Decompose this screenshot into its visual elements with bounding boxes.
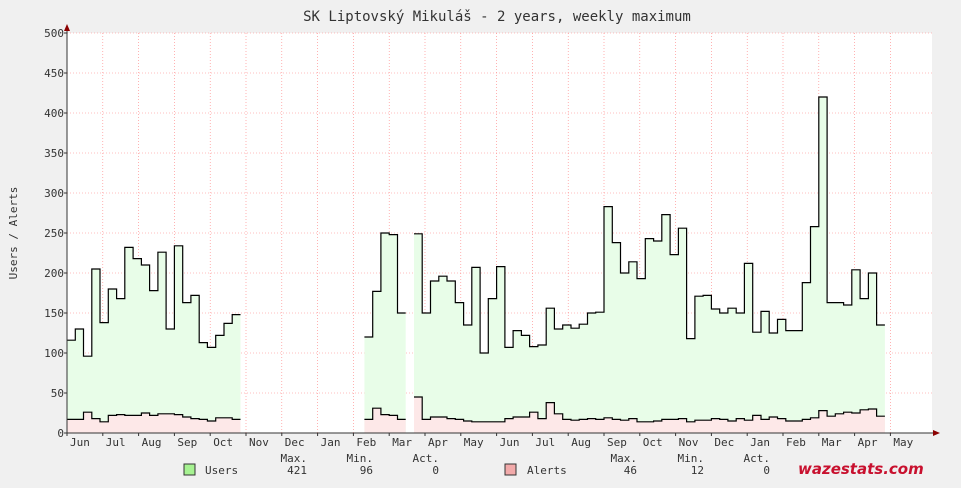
area-users-segment-2	[414, 97, 885, 433]
x-tick-label-oct-16: Oct	[643, 436, 663, 449]
x-tick-label-oct-4: Oct	[213, 436, 233, 449]
series-lines	[67, 96, 885, 423]
y-axis-arrow	[64, 24, 70, 31]
line-alerts-segment-1	[364, 407, 406, 420]
legend-header-max-alerts: Max.	[611, 452, 638, 465]
x-tick-label-may-11: May	[464, 436, 484, 449]
area-alerts-segment-0	[67, 412, 241, 433]
area-users-segment-1	[364, 233, 406, 433]
y-tick-label-250: 250	[44, 227, 64, 240]
x-tick-label-feb-20: Feb	[786, 436, 806, 449]
y-tick-label-150: 150	[44, 307, 64, 320]
legend-min-alerts: 12	[691, 464, 704, 477]
y-tick-label-100: 100	[44, 347, 64, 360]
y-tick-label-50: 50	[51, 387, 64, 400]
legend-max-users: 421	[287, 464, 307, 477]
x-tick-label-jan-7: Jan	[321, 436, 341, 449]
x-tick-label-nov-17: Nov	[679, 436, 699, 449]
x-tick-label-aug-2: Aug	[142, 436, 162, 449]
x-tick-label-jul-1: Jul	[106, 436, 126, 449]
line-alerts-segment-2	[414, 396, 885, 423]
y-axis-label: Users / Alerts	[7, 187, 20, 280]
y-tick-label-300: 300	[44, 187, 64, 200]
legend-act-alerts: 0	[763, 464, 770, 477]
legend-header-max-users: Max.	[281, 452, 308, 465]
legend-min-users: 96	[360, 464, 373, 477]
x-tick-label-jul-13: Jul	[535, 436, 555, 449]
x-tick-label-jun-12: Jun	[500, 436, 520, 449]
x-tick-label-jun-0: Jun	[70, 436, 90, 449]
y-tick-labels: 0 50 100 150 200 250 300 350 400 450 500	[44, 27, 64, 440]
wazestats-logo-text: wazestats.com	[798, 460, 924, 478]
y-tick-label-0: 0	[57, 427, 64, 440]
line-users-segment-0	[67, 245, 241, 357]
area-alerts-segment-1	[364, 408, 406, 433]
legend-label-alerts: Alerts	[527, 464, 567, 477]
legend-header-act-users: Act.	[413, 452, 440, 465]
chart-title: SK Liptovský Mikuláš - 2 years, weekly m…	[303, 9, 691, 25]
line-alerts-segment-0	[67, 411, 241, 423]
x-tick-label-sep-15: Sep	[607, 436, 627, 449]
series-areas	[67, 97, 885, 433]
x-tick-label-apr-22: Apr	[858, 436, 878, 449]
area-users-segment-0	[67, 245, 241, 433]
x-tick-label-nov-5: Nov	[249, 436, 269, 449]
x-tick-label-dec-18: Dec	[714, 436, 734, 449]
line-users-segment-1	[364, 232, 406, 338]
axes	[64, 24, 940, 436]
x-tick-label-apr-10: Apr	[428, 436, 448, 449]
y-tick-label-350: 350	[44, 147, 64, 160]
legend-swatch-users	[183, 463, 196, 476]
x-tick-label-may-23: May	[893, 436, 913, 449]
x-tick-label-mar-21: Mar	[822, 436, 842, 449]
x-tick-label-mar-9: Mar	[392, 436, 412, 449]
line-users-segment-2	[414, 96, 885, 354]
y-tick-label-500: 500	[44, 27, 64, 40]
y-tick-label-200: 200	[44, 267, 64, 280]
legend-swatch-alerts	[504, 463, 517, 476]
area-alerts-segment-2	[414, 397, 885, 433]
legend-header-act-alerts: Act.	[744, 452, 771, 465]
legend: Max. Min. Act. Max. Min. Act. Users 421 …	[183, 452, 771, 477]
x-axis-arrow	[933, 430, 940, 436]
x-tick-label-jan-19: Jan	[750, 436, 770, 449]
legend-header-min-alerts: Min.	[678, 452, 705, 465]
legend-act-users: 0	[432, 464, 439, 477]
legend-label-users: Users	[205, 464, 238, 477]
legend-header-min-users: Min.	[347, 452, 374, 465]
x-tick-label-aug-14: Aug	[571, 436, 591, 449]
x-tick-label-dec-6: Dec	[285, 436, 305, 449]
y-tick-label-450: 450	[44, 67, 64, 80]
x-tick-labels: Jun Jul Aug Sep Oct Nov Dec Jan Feb Mar Apr May Jun J…	[70, 436, 914, 449]
y-tick-label-400: 400	[44, 107, 64, 120]
legend-max-alerts: 46	[624, 464, 637, 477]
wazestats-logo: wazestats.com	[798, 460, 924, 478]
x-tick-label-sep-3: Sep	[177, 436, 197, 449]
x-tick-label-feb-8: Feb	[356, 436, 376, 449]
